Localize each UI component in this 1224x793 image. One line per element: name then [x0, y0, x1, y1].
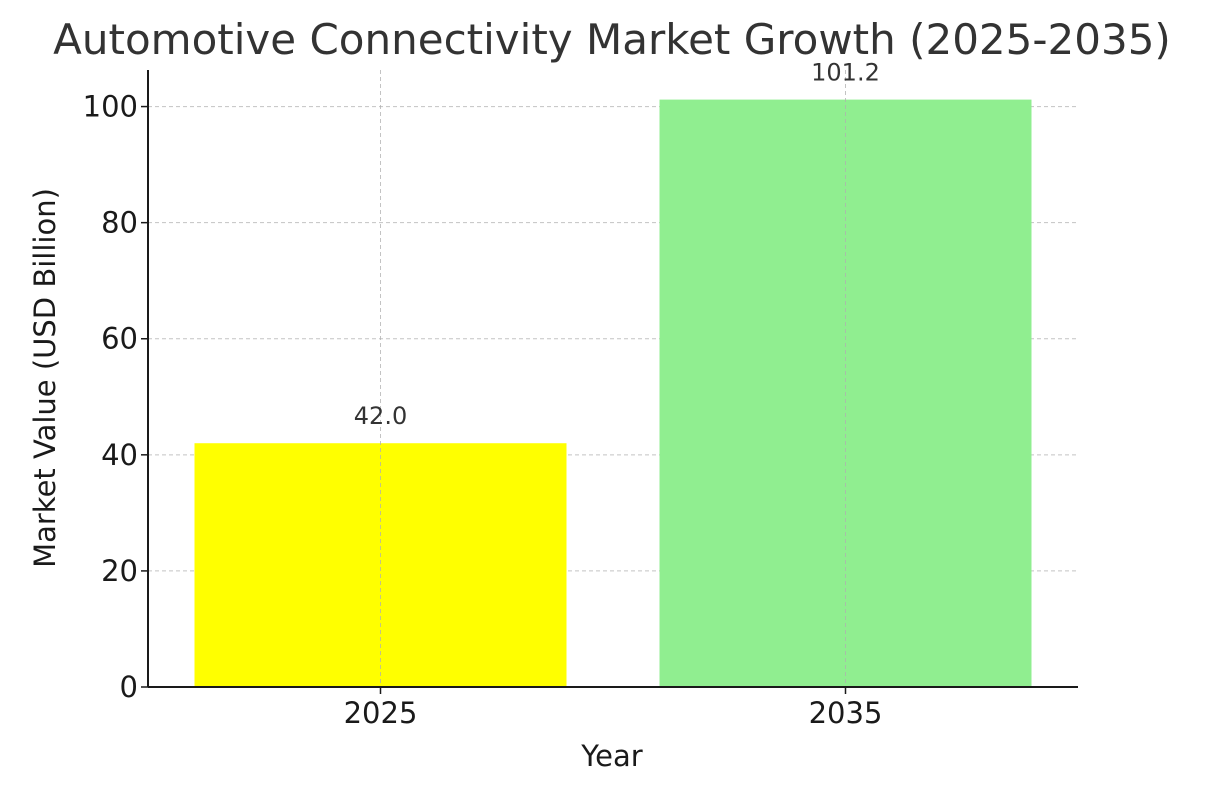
x-tick-label: 2025: [344, 696, 418, 730]
bars: [194, 99, 1032, 688]
chart-title: Automotive Connectivity Market Growth (2…: [53, 15, 1171, 64]
y-tick-label: 20: [101, 554, 138, 588]
y-axis-label: Market Value (USD Billion): [28, 188, 62, 568]
y-tick-label: 100: [83, 90, 138, 124]
y-tick-label: 80: [101, 206, 138, 240]
x-axis-label: Year: [580, 739, 642, 773]
tick-labels: 0 20 40 60 80 100 2025 2035: [83, 90, 883, 730]
vertical-grid-lines: [380, 70, 846, 687]
bar-value-label: 101.2: [811, 59, 880, 87]
axes: [141, 70, 1078, 694]
y-tick-label: 40: [101, 438, 138, 472]
y-tick-label: 0: [120, 670, 138, 704]
bar-value-label: 42.0: [354, 402, 407, 430]
data-labels: 42.0 101.2: [354, 59, 880, 431]
x-tick-label: 2035: [809, 696, 883, 730]
y-tick-label: 60: [101, 322, 138, 356]
